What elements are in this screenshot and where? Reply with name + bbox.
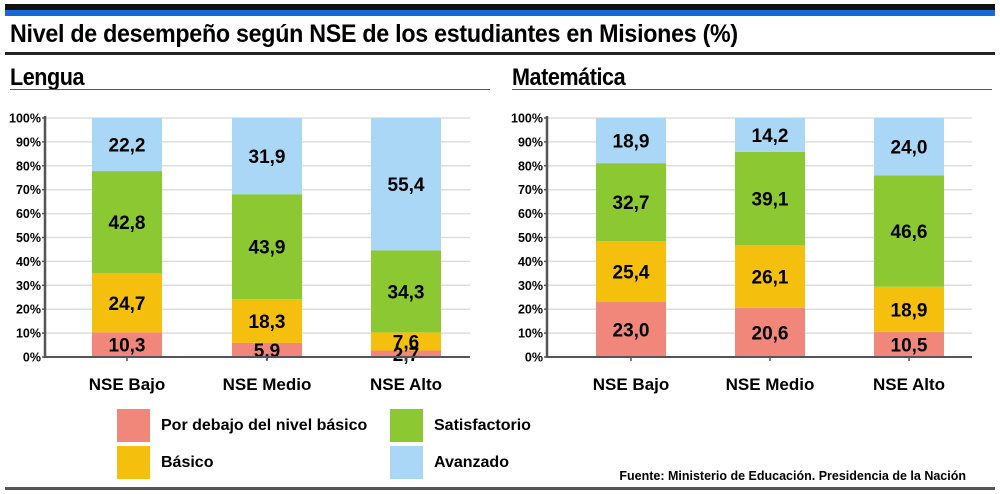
x-tick-label: NSE Bajo [593, 375, 670, 394]
legend-label: Avanzado [434, 453, 509, 471]
y-tick-label: 80% [518, 159, 543, 173]
y-tick-label: 40% [518, 255, 543, 269]
data-label: 18,9 [613, 132, 650, 153]
x-tick-label: NSE Alto [370, 375, 442, 394]
y-tick-label: 50% [518, 231, 543, 245]
y-tick-label: 30% [518, 279, 543, 293]
y-tick-label: 60% [16, 207, 41, 221]
title-divider [5, 52, 995, 55]
data-label: 22,2 [109, 136, 146, 157]
bar-segment [735, 118, 805, 152]
bar-segment [874, 118, 944, 176]
bar-segment [371, 118, 441, 251]
bar-segment [371, 250, 441, 333]
bar-segment [92, 273, 162, 333]
data-label: 10,3 [109, 336, 146, 357]
y-tick-label: 60% [518, 207, 543, 221]
data-label: 42,8 [109, 213, 146, 234]
legend-label: Por debajo del nivel básico [161, 416, 368, 434]
data-label: 10,5 [891, 335, 928, 356]
data-label: 24,7 [109, 294, 146, 315]
data-label: 55,4 [388, 175, 425, 196]
bar-segment [596, 163, 666, 242]
y-tick-label: 80% [16, 159, 41, 173]
y-tick-label: 50% [16, 231, 41, 245]
bar-segment [596, 241, 666, 303]
bar-segment [596, 118, 666, 164]
data-label: 14,2 [752, 126, 789, 147]
source-note: Fuente: Ministerio de Educación. Preside… [619, 469, 966, 483]
legend-swatch [390, 409, 423, 442]
bar-segment [874, 331, 944, 357]
x-tick-label: NSE Alto [873, 375, 945, 394]
y-tick-label: 90% [518, 135, 543, 149]
data-label: 46,6 [891, 222, 928, 243]
y-tick-label: 70% [16, 183, 41, 197]
legend-label: Satisfactorio [434, 416, 531, 434]
data-label: 2,7 [393, 345, 419, 366]
bottom-divider [5, 487, 995, 490]
y-tick-label: 90% [16, 135, 41, 149]
chart-title-matematica: Matemática [512, 64, 626, 91]
top-bar-blue [5, 10, 995, 16]
y-tick-label: 20% [16, 303, 41, 317]
y-tick-label: 40% [16, 255, 41, 269]
legend-item-avanzado: Avanzado [390, 446, 509, 479]
y-tick-label: 10% [16, 327, 41, 341]
section-divider-lengua [10, 89, 490, 90]
legend-label: Básico [161, 453, 214, 471]
chart-title-lengua: Lengua [10, 64, 85, 91]
y-tick-label: 0% [525, 351, 543, 365]
bar-segment [232, 342, 302, 357]
data-label: 26,1 [752, 268, 789, 289]
legend-swatch [117, 446, 150, 479]
y-tick-label: 10% [518, 327, 543, 341]
bar-segment [232, 299, 302, 343]
data-label: 7,6 [393, 332, 419, 353]
y-tick-label: 100% [511, 112, 543, 126]
data-label: 24,0 [891, 138, 928, 159]
y-tick-label: 0% [23, 351, 41, 365]
data-label: 32,7 [613, 193, 650, 214]
legend-swatch [390, 446, 423, 479]
y-tick-label: 100% [9, 112, 41, 126]
y-tick-label: 70% [518, 183, 543, 197]
bar-segment [92, 332, 162, 357]
data-label: 39,1 [752, 190, 789, 211]
data-label: 18,3 [249, 312, 286, 333]
x-tick-label: NSE Bajo [89, 375, 166, 394]
bar-segment [232, 118, 302, 195]
legend-item-satisfactorio: Satisfactorio [390, 409, 531, 442]
legend-item-basico: Básico [117, 446, 213, 479]
bar-segment [596, 302, 666, 357]
bar-segment [92, 171, 162, 274]
data-label: 18,9 [891, 300, 928, 321]
top-bar-black [5, 4, 995, 10]
bar-segment [371, 350, 441, 357]
section-divider-matematica [512, 89, 992, 90]
bar-segment [371, 332, 441, 351]
bar-segment [874, 286, 944, 332]
bar-segment [735, 245, 805, 308]
data-label: 20,6 [752, 323, 789, 344]
legend-item-below-basic: Por debajo del nivel básico [117, 409, 367, 442]
bar-segment [874, 175, 944, 287]
data-label: 23,0 [613, 321, 650, 342]
page-title: Nivel de desempeño según NSE de los estu… [10, 20, 738, 48]
y-tick-label: 20% [518, 303, 543, 317]
data-label: 25,4 [613, 263, 650, 284]
y-tick-label: 30% [16, 279, 41, 293]
data-label: 34,3 [388, 282, 425, 303]
bar-segment [735, 307, 805, 357]
data-label: 43,9 [249, 238, 286, 259]
x-tick-label: NSE Medio [223, 375, 312, 394]
bar-segment [735, 151, 805, 246]
data-label: 31,9 [249, 147, 286, 168]
bar-segment [232, 194, 302, 300]
bar-segment [92, 118, 162, 172]
x-tick-label: NSE Medio [726, 375, 815, 394]
legend-swatch [117, 409, 150, 442]
